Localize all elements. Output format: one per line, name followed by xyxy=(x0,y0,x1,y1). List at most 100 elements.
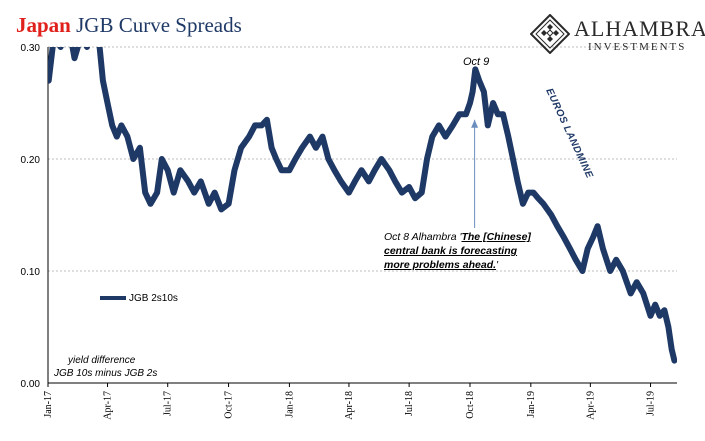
data-point xyxy=(348,192,350,194)
data-point xyxy=(474,68,476,70)
data-point xyxy=(294,158,296,160)
data-point xyxy=(592,236,594,238)
data-point xyxy=(200,180,202,182)
data-point xyxy=(167,169,169,171)
data-point xyxy=(522,203,524,205)
data-point xyxy=(556,225,558,227)
y-tick-label: 0.30 xyxy=(21,43,41,54)
data-point xyxy=(615,259,617,261)
data-point xyxy=(150,203,151,205)
quote-suffix: ' xyxy=(496,259,499,271)
data-point xyxy=(469,102,471,104)
data-point xyxy=(281,169,282,171)
x-tick-label: Jul-19 xyxy=(646,391,657,416)
data-point xyxy=(401,192,403,194)
data-point xyxy=(126,136,128,138)
data-point xyxy=(107,102,108,104)
data-point xyxy=(179,169,181,171)
data-point xyxy=(622,270,624,272)
data-point xyxy=(193,192,195,194)
y-tick-label: 0.10 xyxy=(21,267,41,278)
data-point xyxy=(248,136,250,138)
data-point xyxy=(667,326,669,328)
diamond-logo-icon xyxy=(530,14,570,54)
data-point xyxy=(374,169,376,171)
annotation-quote: Oct 8 Alhambra 'The [Chinese] central ba… xyxy=(384,230,544,272)
data-point xyxy=(527,192,529,194)
data-point xyxy=(394,180,396,182)
data-point xyxy=(452,124,454,126)
series-line xyxy=(48,47,677,364)
legend-swatch xyxy=(100,296,126,301)
data-point xyxy=(642,292,644,294)
data-point xyxy=(533,192,534,194)
data-point xyxy=(261,124,263,126)
data-point xyxy=(161,158,163,160)
data-point xyxy=(120,124,122,126)
data-point xyxy=(234,169,235,171)
data-point xyxy=(156,192,158,194)
data-point xyxy=(220,208,222,210)
data-point xyxy=(550,214,552,216)
data-point xyxy=(333,169,335,171)
data-point xyxy=(630,292,632,294)
logo-subtitle: INVESTMENTS xyxy=(588,41,687,53)
data-point xyxy=(102,80,104,82)
data-point xyxy=(663,309,665,311)
data-point xyxy=(288,169,290,171)
data-point xyxy=(421,192,423,194)
data-point xyxy=(240,147,242,149)
annotation-arrow xyxy=(471,119,479,228)
data-point xyxy=(340,180,342,182)
data-point xyxy=(673,360,675,362)
gridlines xyxy=(48,46,677,272)
y-axis: 0.00 0.10 0.20 0.30 xyxy=(21,43,677,390)
x-tick-label: Oct-18 xyxy=(465,391,476,419)
data-point xyxy=(654,304,656,306)
data-point xyxy=(228,203,230,205)
x-tick-label: Jan-17 xyxy=(43,391,54,418)
alhambra-logo: ALHAMBRA INVESTMENTS xyxy=(528,12,705,58)
arrow-head xyxy=(471,119,479,128)
data-point xyxy=(74,57,75,59)
data-point xyxy=(472,91,474,93)
data-point xyxy=(173,192,175,194)
data-point xyxy=(368,180,370,182)
data-point xyxy=(445,136,446,138)
data-point xyxy=(408,186,410,188)
y-tick-label: 0.20 xyxy=(21,155,41,166)
peak-label: Oct 9 xyxy=(463,56,490,68)
data-point xyxy=(502,113,504,115)
data-point xyxy=(581,270,583,272)
data-point xyxy=(144,192,146,194)
data-point xyxy=(537,197,539,199)
data-point xyxy=(86,47,88,48)
data-point xyxy=(187,180,189,182)
data-point xyxy=(322,136,323,138)
data-point xyxy=(438,124,440,126)
data-point xyxy=(275,158,277,160)
data-point xyxy=(602,248,604,250)
data-point xyxy=(414,197,416,199)
x-tick-label: Apr-18 xyxy=(344,391,355,420)
title-country: Japan xyxy=(16,13,71,37)
x-tick-label: Jul-18 xyxy=(404,391,415,416)
data-point xyxy=(99,47,101,48)
data-point xyxy=(380,158,382,160)
quote-text: The [Chinese] central bank is forecastin… xyxy=(384,231,531,271)
data-point xyxy=(309,136,311,138)
data-point xyxy=(636,281,638,283)
x-tick-label: Jan-18 xyxy=(284,391,295,418)
data-point xyxy=(139,147,141,149)
x-tick-label: Apr-17 xyxy=(103,391,114,420)
x-tick-label: Jan-19 xyxy=(526,391,537,418)
title-main: JGB Curve Spreads xyxy=(76,13,242,37)
data-point xyxy=(497,113,499,115)
data-point xyxy=(214,192,216,194)
data-point xyxy=(659,315,661,317)
data-point xyxy=(542,203,544,205)
data-point xyxy=(315,147,317,149)
series-layer xyxy=(48,47,677,364)
note-line-2: JGB 10s minus JGB 2s xyxy=(54,368,158,379)
